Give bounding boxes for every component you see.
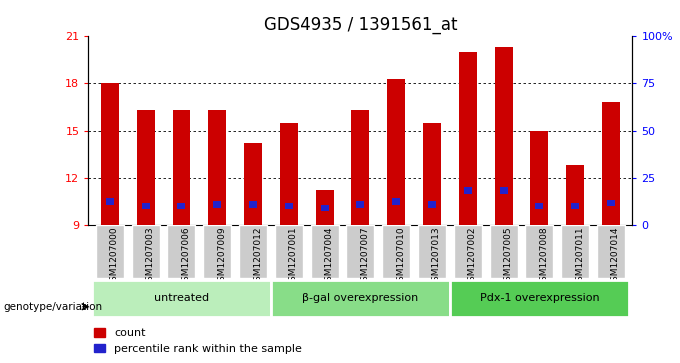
Text: Pdx-1 overexpression: Pdx-1 overexpression xyxy=(479,293,599,303)
Text: GSM1207000: GSM1207000 xyxy=(110,227,119,287)
Bar xyxy=(280,123,298,225)
Bar xyxy=(239,225,267,278)
Bar xyxy=(418,225,446,278)
Bar xyxy=(244,143,262,225)
Bar xyxy=(311,225,339,278)
Bar xyxy=(249,201,257,208)
Title: GDS4935 / 1391561_at: GDS4935 / 1391561_at xyxy=(264,16,457,34)
Bar xyxy=(500,187,507,193)
Bar xyxy=(271,280,450,317)
Bar xyxy=(530,131,548,225)
Text: GSM1207004: GSM1207004 xyxy=(324,227,334,287)
Text: GSM1207008: GSM1207008 xyxy=(539,227,548,287)
Bar xyxy=(320,205,328,211)
Text: GSM1207002: GSM1207002 xyxy=(468,227,477,287)
Bar xyxy=(561,225,589,278)
Bar xyxy=(571,203,579,209)
Bar xyxy=(106,198,114,205)
Bar xyxy=(526,225,554,278)
Text: GSM1207005: GSM1207005 xyxy=(504,227,513,287)
Bar xyxy=(428,201,436,208)
Text: β-gal overexpression: β-gal overexpression xyxy=(303,293,418,303)
Bar xyxy=(132,225,160,278)
Bar xyxy=(96,225,124,278)
Text: GSM1207010: GSM1207010 xyxy=(396,227,405,287)
Text: GSM1207011: GSM1207011 xyxy=(575,227,584,287)
Bar xyxy=(535,203,543,209)
Bar xyxy=(490,225,517,278)
Bar xyxy=(141,203,150,209)
Text: GSM1207009: GSM1207009 xyxy=(217,227,226,287)
Bar xyxy=(137,110,154,225)
Legend: count, percentile rank within the sample: count, percentile rank within the sample xyxy=(94,328,302,354)
Bar xyxy=(346,225,375,278)
Bar xyxy=(92,280,271,317)
Bar xyxy=(356,201,364,208)
Bar xyxy=(177,203,186,209)
Bar xyxy=(423,123,441,225)
Bar xyxy=(597,225,625,278)
Bar xyxy=(275,225,303,278)
Text: GSM1207007: GSM1207007 xyxy=(360,227,369,287)
Text: untreated: untreated xyxy=(154,293,209,303)
Text: GSM1207003: GSM1207003 xyxy=(146,227,154,287)
Bar xyxy=(459,52,477,225)
Bar xyxy=(208,110,226,225)
Bar xyxy=(214,201,221,208)
Text: GSM1207012: GSM1207012 xyxy=(253,227,262,287)
Bar xyxy=(285,203,293,209)
Bar xyxy=(101,83,119,225)
Bar xyxy=(494,47,513,225)
Bar xyxy=(382,225,410,278)
Bar xyxy=(450,280,629,317)
Text: GSM1207006: GSM1207006 xyxy=(182,227,190,287)
Bar xyxy=(392,198,401,205)
Bar xyxy=(167,225,195,278)
Bar xyxy=(352,110,369,225)
Bar xyxy=(454,225,481,278)
Text: GSM1207013: GSM1207013 xyxy=(432,227,441,287)
Bar xyxy=(387,79,405,225)
Text: GSM1207001: GSM1207001 xyxy=(289,227,298,287)
Bar xyxy=(464,187,472,193)
Bar xyxy=(316,191,334,225)
Bar xyxy=(602,102,620,225)
Text: GSM1207014: GSM1207014 xyxy=(611,227,620,287)
Bar xyxy=(607,200,615,206)
Bar xyxy=(566,165,584,225)
Bar xyxy=(173,110,190,225)
Text: genotype/variation: genotype/variation xyxy=(3,302,103,312)
Bar xyxy=(203,225,231,278)
